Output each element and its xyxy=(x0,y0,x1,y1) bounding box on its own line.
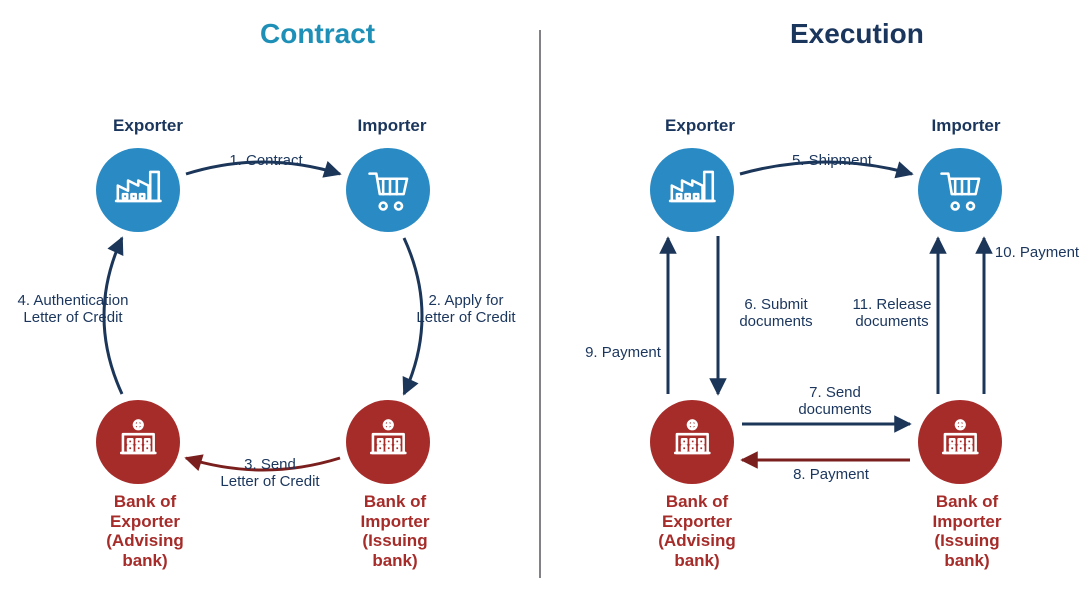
execution-title: Execution xyxy=(790,18,924,50)
cart-icon xyxy=(361,160,416,220)
contract-bankImp-node xyxy=(346,400,430,484)
cart-icon xyxy=(933,160,988,220)
contract-edge-c1-label: 1. Contract xyxy=(216,152,316,169)
execution-bankImp-node xyxy=(918,400,1002,484)
execution-exporter-node xyxy=(650,148,734,232)
contract-bankExp-node xyxy=(96,400,180,484)
contract-bankImp-label: Bank of Importer (Issuing bank) xyxy=(340,492,450,570)
execution-edge-e10-label: 10. Payment xyxy=(992,244,1080,261)
execution-bankImp-label: Bank of Importer (Issuing bank) xyxy=(912,492,1022,570)
execution-bankExp-label: Bank of Exporter (Advising bank) xyxy=(642,492,752,570)
contract-title: Contract xyxy=(260,18,375,50)
execution-edge-e11-label: 11. Release documents xyxy=(842,296,942,331)
bank-icon xyxy=(933,412,988,472)
execution-exporter-label: Exporter xyxy=(660,116,740,136)
execution-edge-e8-label: 8. Payment xyxy=(786,466,876,483)
bank-icon xyxy=(361,412,416,472)
contract-bankExp-label: Bank of Exporter (Advising bank) xyxy=(90,492,200,570)
execution-importer-label: Importer xyxy=(926,116,1006,136)
execution-bankExp-node xyxy=(650,400,734,484)
factory-icon xyxy=(665,160,720,220)
contract-exporter-label: Exporter xyxy=(108,116,188,136)
contract-importer-label: Importer xyxy=(352,116,432,136)
execution-importer-node xyxy=(918,148,1002,232)
execution-edge-e7-label: 7. Send documents xyxy=(790,384,880,419)
contract-importer-node xyxy=(346,148,430,232)
contract-exporter-node xyxy=(96,148,180,232)
contract-edge-c4-label: 4. Authentication Letter of Credit xyxy=(8,292,138,327)
bank-icon xyxy=(665,412,720,472)
factory-icon xyxy=(111,160,166,220)
execution-edge-e5-label: 5. Shipment xyxy=(782,152,882,169)
contract-edge-c2-label: 2. Apply for Letter of Credit xyxy=(406,292,526,327)
bank-icon xyxy=(111,412,166,472)
diagram-root: Contract Exporter Importer Bank of Exporter… xyxy=(0,0,1080,608)
execution-edge-e6-label: 6. Submit documents xyxy=(726,296,826,331)
execution-edge-e9-label: 9. Payment xyxy=(578,344,668,361)
contract-edge-c3-label: 3. Send Letter of Credit xyxy=(210,456,330,491)
